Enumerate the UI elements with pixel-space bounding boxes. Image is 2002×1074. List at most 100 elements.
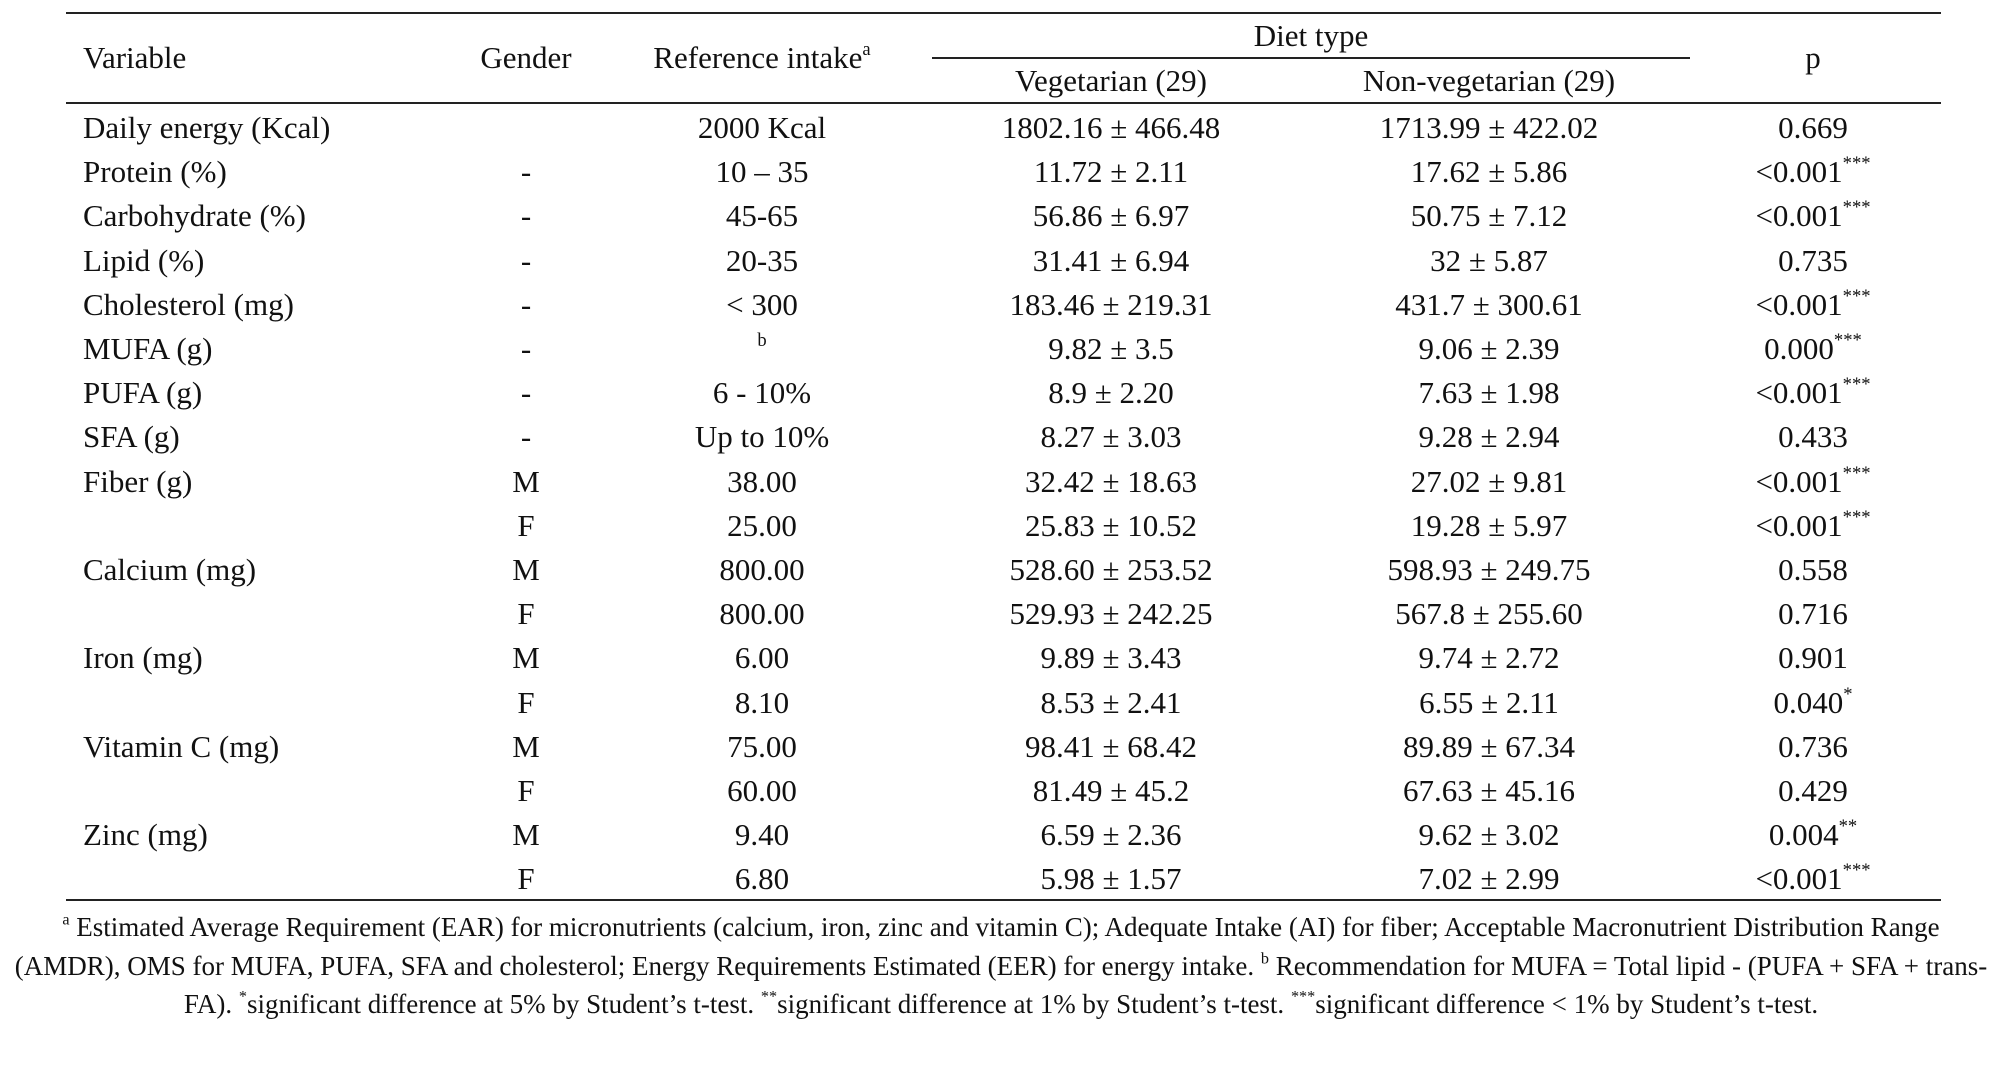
table-cell: 10 – 35: [715, 154, 809, 190]
table-cell: 6 - 10%: [712, 375, 812, 411]
superscript: ***: [1842, 153, 1871, 175]
table-cell: 529.93 ± 242.25: [1009, 596, 1213, 632]
table-cell: 19.28 ± 5.97: [1410, 507, 1568, 543]
header-cell: Variable: [83, 40, 187, 75]
table-cell: 0.433: [1778, 419, 1848, 455]
table-cell: 89.89 ± 67.34: [1402, 728, 1576, 764]
footnote-text: Estimated Average Requirement (EAR) for …: [14, 912, 1940, 981]
cell-text: <0.001: [1755, 463, 1843, 499]
footnote-text: significant difference at 5% by Student’…: [247, 989, 761, 1019]
table-cell: 67.63 ± 45.16: [1402, 773, 1576, 808]
table-cell: F: [517, 684, 535, 720]
footnote-marker: a: [62, 910, 70, 929]
table-cell: 9.06 ± 2.39: [1418, 331, 1560, 366]
table-cell: 431.7 ± 300.61: [1395, 286, 1583, 322]
table-cell: 528.60 ± 253.52: [1009, 552, 1213, 587]
table-cell: 9.74 ± 2.72: [1418, 640, 1560, 676]
footnote-marker: b: [1260, 949, 1269, 968]
table-cell: 0.000***: [1764, 329, 1862, 369]
table-cell: 0.901: [1778, 640, 1848, 676]
table-cell: -: [520, 286, 532, 322]
table-cell: 598.93 ± 249.75: [1387, 552, 1591, 587]
table-cell: <0.001***: [1755, 152, 1870, 192]
table-cell: 6.55 ± 2.11: [1419, 684, 1559, 720]
table-cell: Calcium (mg): [83, 552, 257, 587]
superscript: ***: [1842, 462, 1871, 484]
table-cell: -: [520, 198, 532, 234]
superscript: *: [1843, 683, 1853, 705]
table-cell: 60.00: [727, 773, 797, 808]
table-cell: F: [517, 861, 535, 897]
footnote-text: significant difference at 1% by Student’…: [777, 989, 1291, 1019]
cell-text: <0.001: [1755, 198, 1843, 234]
header-group: Diet type: [1253, 18, 1369, 53]
table-cell: Vitamin C (mg): [83, 728, 280, 764]
footnote: a Estimated Average Requirement (EAR) fo…: [10, 908, 1992, 1024]
footnote-text: Recommendation for MUFA = Total lipid - …: [183, 950, 1988, 1020]
table-cell: 9.40: [734, 817, 790, 853]
table-bottom-rule: [66, 899, 1941, 901]
table-cell: 0.558: [1778, 552, 1848, 587]
header-cell: p: [1805, 40, 1821, 75]
table-cell: -: [520, 242, 532, 278]
table-cell: Fiber (g): [83, 463, 193, 499]
table-cell: 0.040*: [1773, 683, 1852, 723]
table-cell: 0.429: [1778, 773, 1848, 808]
table-top-rule: [66, 12, 1941, 14]
table-cell: Lipid (%): [83, 242, 205, 278]
table-cell: 1802.16 ± 466.48: [1001, 110, 1221, 145]
footnote-marker: ***: [1290, 987, 1316, 1006]
table-cell: -: [520, 419, 532, 455]
table-cell: 7.63 ± 1.98: [1418, 375, 1560, 411]
table-cell: 9.62 ± 3.02: [1418, 817, 1560, 853]
table-cell: Protein (%): [83, 154, 227, 190]
table-cell: 2000 Kcal: [697, 110, 827, 145]
superscript: **: [1838, 816, 1858, 838]
table-cell: 6.59 ± 2.36: [1040, 817, 1182, 853]
superscript: ***: [1842, 285, 1871, 307]
cell-text: <0.001: [1755, 286, 1843, 322]
footnote-marker: **: [760, 987, 778, 1006]
table-cell: F: [517, 507, 535, 543]
table-cell: <0.001***: [1755, 285, 1870, 325]
table-cell: 25.83 ± 10.52: [1024, 507, 1198, 543]
table-cell: 0.716: [1778, 596, 1848, 632]
table-cell: Zinc (mg): [83, 817, 208, 853]
table-cell: Up to 10%: [694, 419, 830, 455]
table-cell: 8.9 ± 2.20: [1048, 375, 1174, 411]
table-cell: PUFA (g): [83, 375, 203, 411]
table-cell: 0.736: [1778, 728, 1848, 764]
cell-text: 0.040: [1773, 684, 1844, 720]
table-cell: <0.001***: [1755, 196, 1870, 236]
superscript: a: [862, 38, 871, 60]
table-cell: 38.00: [727, 463, 797, 499]
superscript: ***: [1842, 860, 1871, 882]
group-rule: [932, 57, 1690, 59]
table-cell: 75.00: [727, 728, 797, 764]
table-cell: Iron (mg): [83, 640, 203, 676]
table-cell: 8.10: [734, 684, 790, 720]
table-cell: 9.82 ± 3.5: [1048, 331, 1174, 366]
table-cell: Cholesterol (mg): [83, 286, 294, 322]
table-cell: Carbohydrate (%): [83, 198, 306, 234]
table-cell: 45-65: [725, 198, 799, 234]
table-cell: 81.49 ± 45.2: [1032, 773, 1190, 808]
table-cell: 183.46 ± 219.31: [1009, 286, 1213, 322]
table-cell: M: [512, 728, 540, 764]
cell-text: <0.001: [1755, 154, 1843, 190]
table-cell: M: [512, 463, 540, 499]
cell-text: <0.001: [1755, 375, 1843, 411]
table-cell: 800.00: [719, 552, 805, 587]
table-cell: 567.8 ± 255.60: [1395, 596, 1583, 632]
table-cell: 0.669: [1778, 110, 1848, 145]
header-cell: Vegetarian (29): [1015, 63, 1207, 98]
table-cell: 20-35: [725, 242, 799, 278]
footnote-marker: *: [238, 987, 247, 1006]
table-cell: 800.00: [719, 596, 805, 632]
cell-text: Reference intake: [653, 40, 863, 75]
table-cell: b: [757, 329, 766, 369]
table-cell: 8.53 ± 2.41: [1040, 684, 1182, 720]
table-cell: 8.27 ± 3.03: [1040, 419, 1182, 455]
table-cell: 6.00: [734, 640, 790, 676]
